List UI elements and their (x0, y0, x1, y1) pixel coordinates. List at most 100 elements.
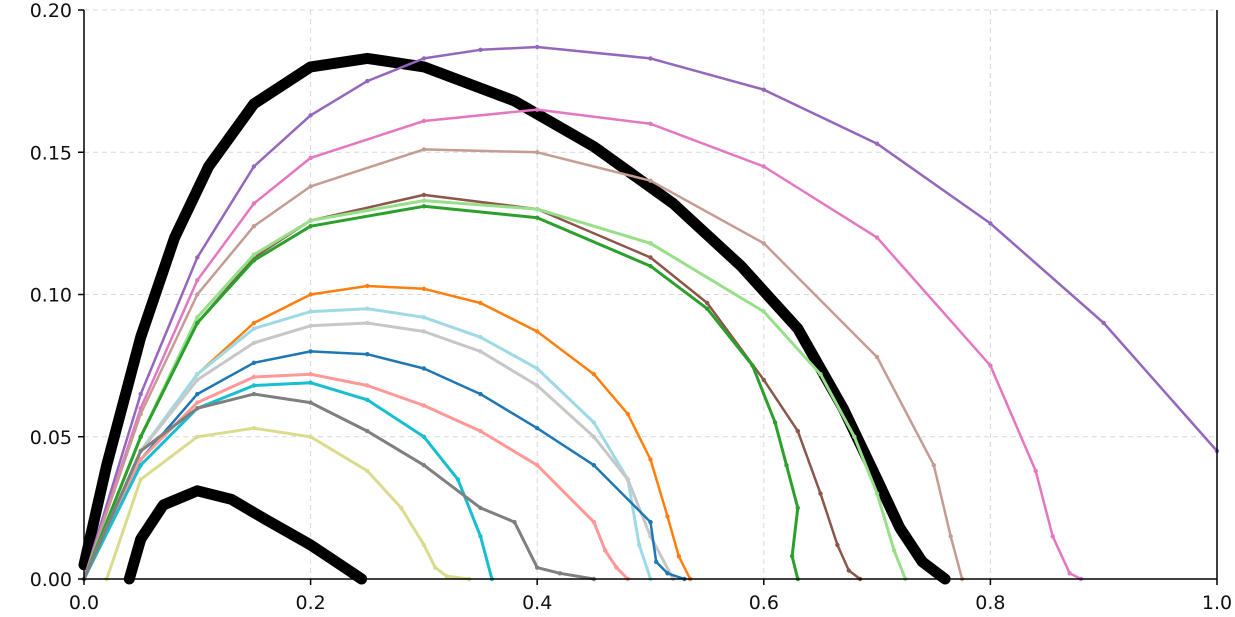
series-7-point (308, 218, 313, 223)
series-7-point (195, 315, 200, 320)
series-15-point (478, 505, 483, 511)
series-10-point (591, 420, 597, 425)
series-8-point (789, 554, 795, 559)
series-5-point (874, 354, 880, 360)
series-12-point (648, 519, 653, 525)
series-13-point (308, 372, 313, 377)
y-tick-label: 0.05 (30, 427, 72, 449)
series-11-point (195, 377, 200, 383)
series-4-point (195, 278, 200, 283)
series-line-11 (82, 321, 675, 581)
series-13-point (591, 519, 597, 525)
series-4-point (1050, 534, 1055, 539)
series-12-point (195, 391, 200, 397)
series-15-point (421, 463, 427, 468)
series-13-point (365, 383, 370, 388)
series-3-point (648, 56, 653, 61)
series-12-point (308, 349, 313, 354)
series-6-point (835, 542, 840, 548)
series-15-point (251, 391, 257, 397)
series-13-point (195, 400, 200, 405)
series-6-point (761, 377, 766, 383)
series-5-point (761, 241, 766, 246)
series-10-point (195, 372, 200, 377)
series-8-point (750, 363, 755, 368)
x-tick-label: 1.0 (1202, 592, 1232, 614)
series-4-point (1067, 571, 1072, 576)
series-16-point (251, 426, 257, 431)
series-12-point (535, 426, 540, 431)
series-11-point (365, 320, 370, 326)
series-line-7 (82, 199, 907, 581)
series-11-point (625, 477, 630, 482)
series-13-point (251, 374, 257, 380)
series-14-point (421, 434, 427, 439)
series-6-point (705, 300, 710, 306)
series-7-point (818, 372, 823, 377)
series-10-point (308, 309, 313, 314)
series-4-point (251, 201, 257, 206)
series-14-point (478, 534, 483, 539)
series-5-point (421, 147, 427, 152)
series-6-point (818, 491, 823, 496)
y-tick-label: 0.15 (30, 142, 72, 164)
series-11-point (478, 349, 483, 354)
series-7-point (874, 491, 880, 496)
series-3-point (988, 221, 993, 226)
series-5-point (138, 411, 143, 417)
series-13-point (535, 463, 540, 468)
series-14-point (138, 463, 143, 468)
series-10-point (251, 326, 257, 331)
series-10-point (478, 335, 483, 340)
series-10-point (535, 366, 540, 371)
series-3-point (195, 255, 200, 260)
series-3-point (421, 56, 427, 61)
series-14-point (308, 380, 313, 385)
series-7-point (421, 198, 427, 203)
y-tick-label: 0.10 (30, 285, 72, 307)
series-9-point (535, 329, 540, 334)
series-12-point (478, 391, 483, 397)
series-3-point (535, 44, 540, 50)
series-8-point (308, 224, 313, 229)
series-4-point (874, 235, 880, 240)
series-12-point (654, 559, 659, 565)
series-6-point (648, 255, 653, 260)
series-9-point (251, 320, 257, 326)
series-4-point (421, 118, 427, 124)
series-6-point (846, 568, 851, 573)
series-line-14 (82, 381, 494, 581)
series-13-point (138, 457, 143, 462)
series-4-point (1033, 468, 1038, 474)
ticks: 0.0 0.2 0.4 0.6 0.8 1.0 0.00 0.05 0.10 0.15 0.20 (30, 0, 1232, 614)
series-12-point (421, 366, 427, 371)
x-tick-label: 0.0 (69, 592, 99, 614)
series-3-point (1101, 320, 1106, 326)
series-5-point (931, 463, 936, 468)
series-11-point (535, 383, 540, 388)
series-16-point (308, 434, 313, 439)
series-9-point (625, 411, 630, 417)
series-8-point (251, 258, 257, 263)
series-5-point (195, 292, 200, 297)
series-6-point (421, 192, 427, 198)
series-line-10 (82, 307, 652, 581)
series-5-point (251, 224, 257, 229)
series-16-point (433, 565, 438, 570)
series-3-point (138, 391, 143, 397)
series-9-point (591, 372, 597, 377)
series-15-point (512, 519, 517, 525)
series-4-point (535, 107, 540, 112)
series-8-point (705, 306, 710, 311)
series-8-point (195, 320, 200, 326)
series-line-13 (82, 372, 630, 581)
series-7-point (251, 252, 257, 257)
series-12-point (365, 352, 370, 357)
series-14-point (455, 477, 461, 482)
series-9-point (365, 283, 370, 289)
series-8-point (648, 263, 653, 269)
series-16-point (195, 434, 200, 439)
series-6-point (795, 428, 800, 434)
